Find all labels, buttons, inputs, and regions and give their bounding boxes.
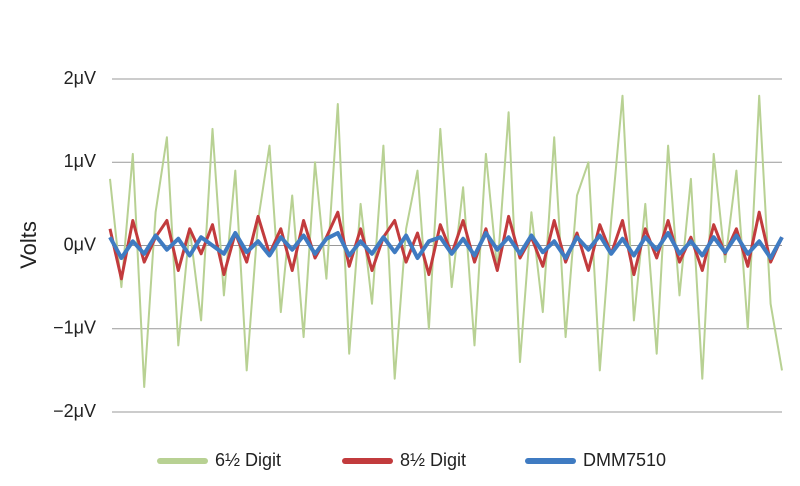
y-axis-label: Volts <box>16 221 41 269</box>
legend-label: 8½ Digit <box>400 450 466 470</box>
y-tick-label: 2μV <box>64 68 96 88</box>
y-tick-label: 0μV <box>64 234 96 254</box>
series-line <box>108 231 784 260</box>
y-tick-label: 1μV <box>64 151 96 171</box>
y-tick-label: −2μV <box>53 401 96 421</box>
y-tick-label: −1μV <box>53 318 96 338</box>
legend-label: DMM7510 <box>583 450 666 470</box>
series-line <box>108 210 784 281</box>
legend-label: 6½ Digit <box>215 450 281 470</box>
